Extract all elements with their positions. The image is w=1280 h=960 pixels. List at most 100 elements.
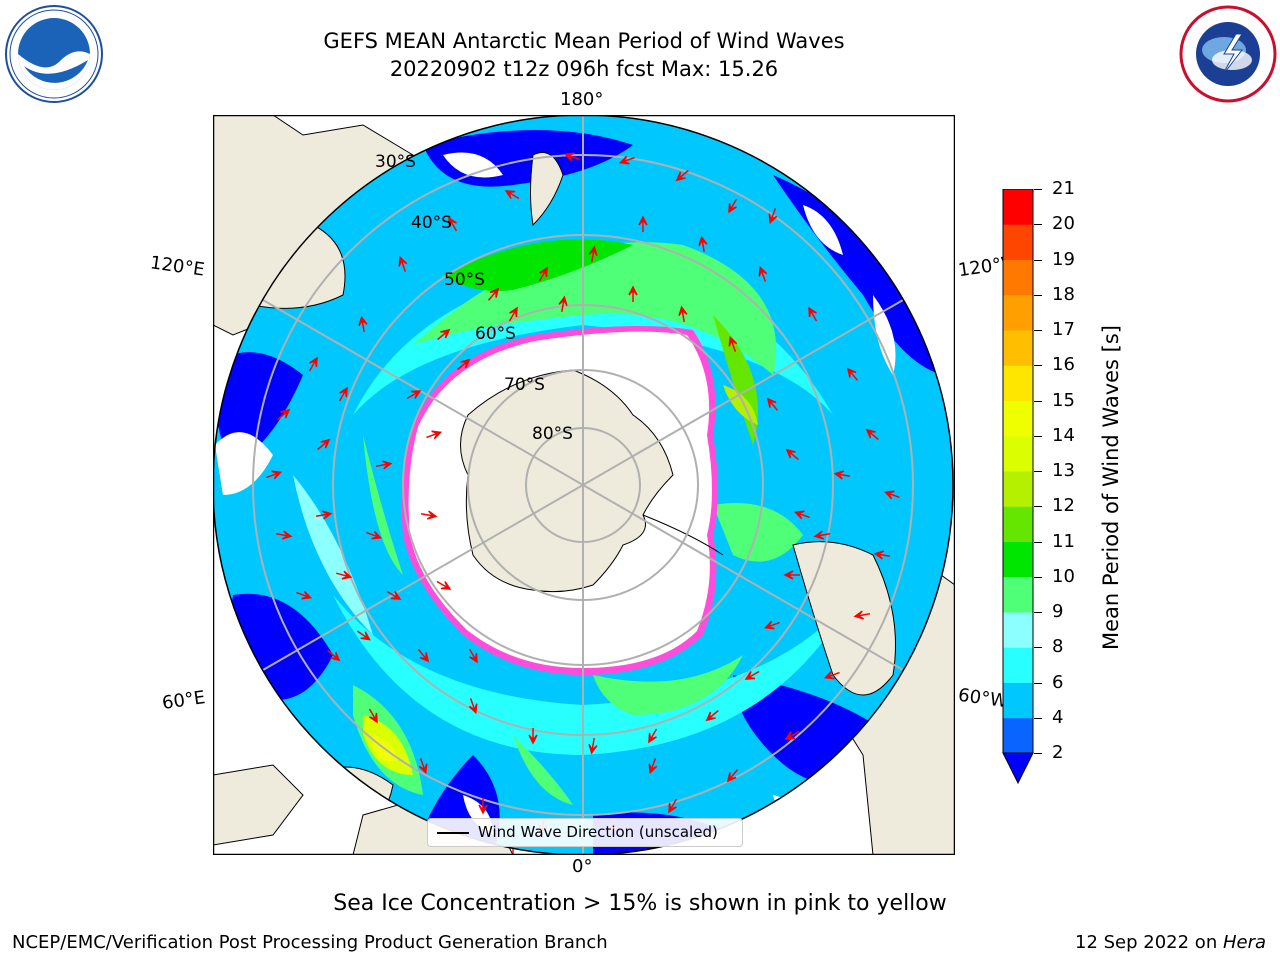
colorbar-segment	[1003, 541, 1033, 578]
wind-wave-arrow	[793, 510, 810, 520]
wind-wave-arrow	[386, 590, 402, 600]
graticule	[213, 115, 953, 855]
footer-date-text: 12 Sep 2022 on	[1075, 932, 1223, 953]
wind-wave-arrow	[296, 590, 313, 600]
colorbar-segment	[1003, 612, 1033, 648]
wind-wave-arrow	[398, 255, 408, 272]
wind-wave-arrow	[317, 438, 331, 451]
colorbar-tick-label: 14	[1052, 424, 1075, 446]
wind-wave-arrow	[457, 358, 471, 371]
wind-wave-arrow	[308, 356, 318, 372]
colorbar-segment	[1003, 189, 1033, 225]
colorbar-extend-triangle	[1002, 752, 1034, 785]
wind-wave-arrow	[558, 295, 568, 313]
colorbar-tick-mark	[1034, 259, 1042, 261]
wind-wave-arrow	[783, 570, 800, 580]
lon-label-60e: 60°E	[160, 687, 207, 714]
colorbar-tick-label: 15	[1052, 389, 1075, 411]
wind-wave-arrow	[487, 287, 500, 301]
sea-ice-caption: Sea Ice Concentration > 15% is shown in …	[333, 891, 947, 916]
colorbar-tick-label: 21	[1052, 178, 1075, 199]
colorbar-tick-label: 13	[1052, 460, 1075, 481]
colorbar-tick-label: 16	[1052, 354, 1075, 376]
colorbar-segment	[1003, 435, 1033, 472]
colorbar-tick-label: 18	[1052, 283, 1075, 305]
colorbar-tick-label: 9	[1052, 601, 1064, 622]
wind-wave-arrow	[813, 530, 831, 540]
map-legend: Wind Wave Direction (unscaled)	[427, 818, 743, 847]
legend-label: Wind Wave Direction (unscaled)	[478, 823, 718, 841]
wind-wave-arrow	[366, 530, 383, 540]
colorbar-tick-label: 2	[1052, 742, 1064, 763]
colorbar-segment	[1003, 365, 1033, 401]
colorbar	[1002, 188, 1034, 785]
wind-wave-arrow	[698, 235, 708, 253]
wind-wave-arrow	[648, 728, 658, 744]
map-panel	[212, 114, 956, 865]
wind-wave-arrow	[833, 470, 851, 480]
lat-label-60s: 60°S	[475, 324, 516, 344]
wind-wave-arrow	[668, 798, 678, 814]
wind-wave-arrow	[675, 169, 689, 182]
chart-title: GEFS MEAN Antarctic Mean Period of Wind …	[323, 29, 845, 53]
wind-wave-arrow	[823, 670, 840, 680]
wind-wave-arrow	[588, 245, 598, 263]
colorbar-tick-mark	[1034, 435, 1042, 437]
wind-wave-arrow	[417, 649, 430, 663]
wind-wave-arrow	[678, 305, 688, 323]
wind-wave-arrow	[266, 470, 283, 480]
lat-label-50s: 50°S	[444, 270, 485, 290]
wind-wave-arrow	[785, 448, 799, 461]
colorbar-tick-mark	[1034, 717, 1042, 719]
wind-wave-arrow	[528, 728, 538, 745]
wind-wave-arrow	[705, 709, 719, 722]
wind-wave-arrow	[563, 152, 580, 162]
wind-wave-arrow	[418, 758, 428, 775]
colorbar-tick-mark	[1034, 647, 1042, 649]
colorbar-tick-label: 17	[1052, 319, 1075, 340]
colorbar-outline	[1002, 188, 1034, 754]
lon-label-180: 180°	[560, 89, 604, 110]
wind-wave-arrow	[508, 306, 518, 322]
wind-wave-arrow	[865, 428, 879, 441]
wind-wave-arrow	[375, 460, 393, 470]
wind-wave-arrow	[406, 390, 422, 400]
noaa-logo	[4, 4, 104, 104]
lat-label-80s: 80°S	[532, 424, 573, 444]
wind-wave-arrow	[315, 510, 333, 520]
wind-wave-arrow	[468, 648, 478, 664]
wind-wave-arrow	[327, 649, 341, 662]
colorbar-segment	[1003, 400, 1033, 437]
wind-wave-arrow	[368, 708, 378, 724]
wind-wave-arrow	[338, 386, 348, 402]
wind-wave-arrow	[436, 580, 452, 590]
lon-label-120e: 120°E	[148, 252, 206, 281]
wind-wave-arrow	[275, 530, 293, 540]
lat-label-30s: 30°S	[375, 152, 416, 172]
wind-wave-arrow	[588, 737, 598, 755]
wind-wave-arrow	[426, 430, 443, 440]
wind-wave-arrow	[336, 570, 353, 580]
wind-wave-arrow	[853, 610, 871, 620]
colorbar-segment	[1003, 576, 1033, 613]
colorbar-segment	[1003, 259, 1033, 296]
wind-wave-arrow	[873, 550, 891, 560]
colorbar-segment	[1003, 682, 1033, 719]
colorbar-tick-mark	[1034, 541, 1042, 543]
wind-wave-arrow	[437, 328, 451, 341]
colorbar-tick-label: 8	[1052, 636, 1064, 658]
colorbar-segment	[1003, 224, 1033, 260]
wind-wave-arrow	[728, 335, 738, 352]
wind-wave-arrow	[638, 215, 648, 232]
wind-wave-arrow	[358, 315, 368, 333]
colorbar-tick-mark	[1034, 506, 1042, 508]
colorbar-svg	[1002, 188, 1034, 785]
wind-wave-arrow	[744, 670, 760, 680]
colorbar-tick-mark	[1034, 224, 1042, 226]
colorbar-tick-label: 19	[1052, 248, 1075, 270]
colorbar-tick-label: 11	[1052, 530, 1075, 552]
wind-wave-arrow	[768, 208, 778, 225]
colorbar-tick-mark	[1034, 576, 1042, 578]
colorbar-tick-mark	[1034, 471, 1042, 472]
colorbar-tick-mark	[1034, 753, 1042, 754]
